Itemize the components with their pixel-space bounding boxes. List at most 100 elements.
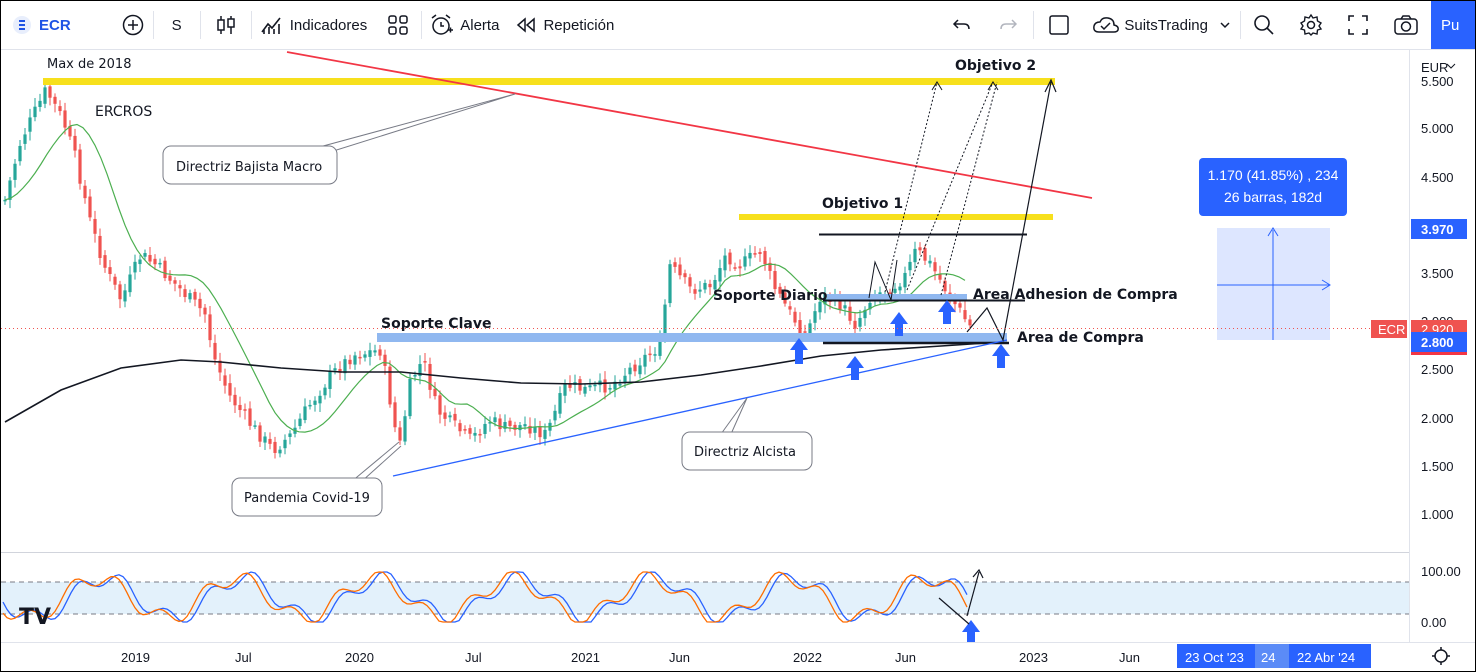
publish-button[interactable]: Pu (1431, 1, 1475, 49)
candle-body (318, 395, 322, 404)
candle-body (258, 425, 262, 442)
compare-button[interactable] (113, 1, 153, 49)
undo-button[interactable] (937, 1, 985, 49)
candle-body (373, 350, 377, 353)
callout-alcista[interactable]: Directriz Alcista (681, 397, 813, 471)
search-button[interactable] (1241, 1, 1287, 49)
candle-body (78, 149, 82, 184)
layouts-button[interactable] (375, 1, 421, 49)
chart-type-button[interactable] (201, 1, 251, 49)
select-layout-button[interactable] (1034, 1, 1084, 49)
candle-body (563, 383, 567, 396)
candle-body (923, 248, 927, 261)
candle-body (613, 381, 617, 390)
callout-pandemia[interactable]: Pandemia Covid-19 (231, 441, 402, 517)
pandemia-label: Pandemia Covid-19 (244, 491, 370, 506)
candle-body (198, 298, 202, 309)
candle-body (853, 320, 857, 329)
candle-body (623, 375, 627, 383)
area-compra-label: Area de Compra (1017, 330, 1144, 346)
candle-body (368, 350, 372, 357)
price-tick: 2.500 (1421, 362, 1454, 377)
time-axis[interactable]: 2019 Jul 2020 Jul 2021 Jun 2022 Jun 2023… (121, 644, 1371, 668)
settings-button[interactable] (1287, 1, 1335, 49)
candle-body (48, 86, 52, 98)
candle-body (378, 349, 382, 356)
snapshot-button[interactable] (1381, 1, 1431, 49)
indicators-button[interactable]: Indicadores (252, 1, 376, 49)
candle-body (588, 385, 592, 388)
price-axis[interactable]: EUR 5.500 5.000 4.500 3.500 3.000 2.500 … (1371, 60, 1467, 630)
candle-body (653, 354, 657, 356)
candle-body (938, 274, 942, 280)
candle-body (928, 260, 932, 264)
candle-body (118, 284, 122, 300)
candle-body (593, 384, 597, 387)
objetivo1-label: Objetivo 1 (822, 196, 903, 212)
candle-body (478, 433, 482, 436)
candle-body (903, 272, 907, 288)
candle-body (608, 388, 612, 390)
candle-body (743, 256, 747, 267)
candle-body (728, 252, 732, 265)
candle-body (343, 359, 347, 374)
candle-body (553, 410, 557, 421)
projection-arrows (868, 78, 1057, 342)
candle-body (108, 267, 112, 275)
adhesion-label: Area Adhesion de Compra (973, 287, 1178, 303)
top-toolbar: ECR S Indicadores Alerta Repetición Suit… (1, 1, 1475, 50)
candle-body (493, 417, 497, 423)
grid-icon (388, 15, 408, 35)
candle-body (158, 262, 162, 265)
candle-body (168, 275, 172, 281)
candle-body (228, 383, 232, 396)
time-tick: Jun (669, 650, 690, 665)
candle-body (403, 416, 407, 442)
candle-body (253, 425, 257, 427)
price-tick: 5.500 (1421, 74, 1454, 89)
candle-body (423, 361, 427, 363)
candle-body (908, 261, 912, 271)
axis-settings-button[interactable] (1432, 647, 1450, 665)
candle-body (458, 423, 462, 432)
candle-body (18, 145, 22, 162)
candle-body (218, 360, 222, 373)
alert-button[interactable]: Alerta (422, 1, 507, 49)
time-tick: 2021 (571, 650, 600, 665)
max-2018-label: Max de 2018 (47, 57, 131, 72)
candle-body (183, 289, 187, 298)
bajista-label: Directriz Bajista Macro (176, 160, 322, 175)
symbol-price-tag-label: ECR (1378, 322, 1405, 337)
candle-body (193, 291, 197, 300)
symbol-button[interactable]: ECR (1, 1, 79, 49)
candle-body (268, 438, 272, 444)
alert-label: Alerta (460, 16, 500, 34)
save-layout-button[interactable]: SuitsTrading (1084, 1, 1240, 49)
price-tick: 1.000 (1421, 507, 1454, 522)
candle-body (748, 252, 752, 259)
main-pane[interactable] (1, 50, 1409, 552)
candle-body (758, 252, 762, 255)
candle-body (413, 375, 417, 377)
candle-body (528, 425, 532, 434)
soporte-diario-label: Soporte Diario (713, 288, 828, 304)
square-icon (1049, 15, 1070, 35)
replay-button[interactable]: Repetición (507, 1, 622, 49)
fullscreen-button[interactable] (1335, 1, 1381, 49)
interval-button[interactable]: S (154, 1, 200, 49)
candle-body (53, 96, 57, 104)
symbol-label: ECR (39, 16, 71, 34)
directriz-bajista-line (286, 51, 1093, 199)
indicators-icon (261, 17, 281, 34)
candle-body (468, 428, 472, 434)
candle-body (943, 280, 947, 292)
candle-body (208, 314, 212, 341)
chart-area[interactable]: TV Directriz Bajista Macro (1, 50, 1475, 670)
callout-bajista[interactable]: Directriz Bajista Macro (162, 93, 516, 185)
candle-body (618, 384, 622, 386)
candle-body (288, 433, 292, 437)
candle-body (658, 339, 662, 356)
price-range-measure[interactable]: 1.170 (41.85%) , 234 26 barras, 182d (1199, 158, 1347, 340)
candle-body (968, 319, 972, 326)
redo-button[interactable] (985, 1, 1033, 49)
